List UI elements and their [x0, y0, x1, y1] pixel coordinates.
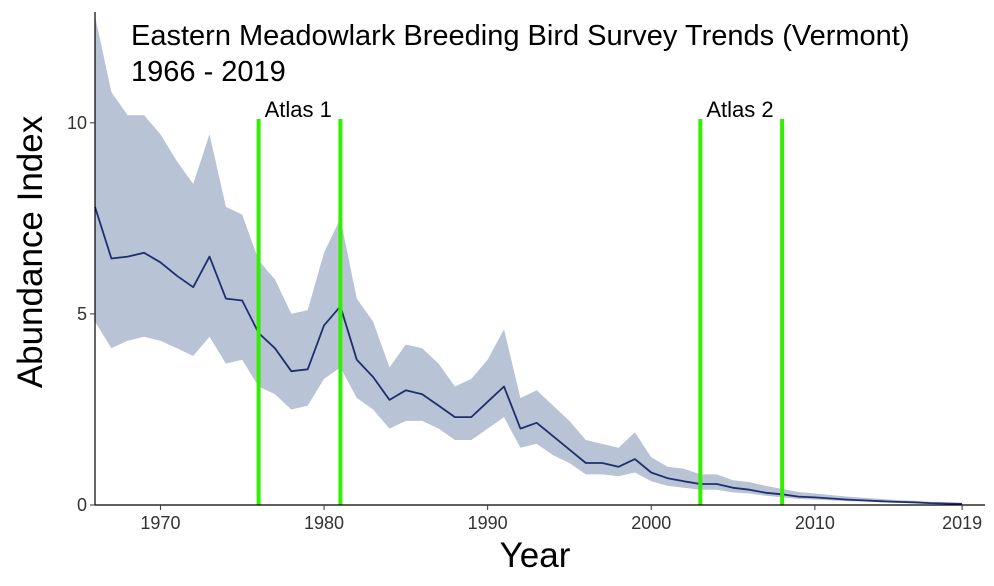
x-ticks: 1970 1980 1990 2000 2010 2019: [140, 505, 982, 533]
abundance-trend-line: [94, 206, 963, 505]
x-tick-label: 2000: [631, 513, 671, 533]
y-ticks: 0 5 10: [67, 113, 95, 515]
y-tick-label: 10: [67, 113, 87, 133]
trend-line-layer: [94, 206, 963, 505]
x-axis-title: Year: [500, 536, 571, 575]
x-tick-label: 1990: [468, 513, 508, 533]
x-tick-label: 1970: [140, 513, 180, 533]
chart-subtitle: 1966 - 2019: [131, 56, 286, 88]
atlas-2-label: Atlas 2: [706, 97, 773, 122]
x-tick-label: 1980: [304, 513, 344, 533]
atlas-marker-layer: Atlas 1 Atlas 2: [256, 97, 785, 505]
x-tick-label: 2019: [942, 513, 982, 533]
confidence-band: [95, 15, 963, 505]
y-axis-title: Abundance Index: [11, 115, 50, 388]
confidence-band-layer: [95, 15, 963, 505]
y-tick-label: 0: [77, 495, 87, 515]
atlas-1-label: Atlas 1: [265, 97, 332, 122]
y-tick-label: 5: [77, 304, 87, 324]
chart-title: Eastern Meadowlark Breeding Bird Survey …: [131, 20, 910, 52]
x-tick-label: 2010: [795, 513, 835, 533]
axes: 1970 1980 1990 2000 2010 2019 0 5 10: [67, 12, 985, 533]
